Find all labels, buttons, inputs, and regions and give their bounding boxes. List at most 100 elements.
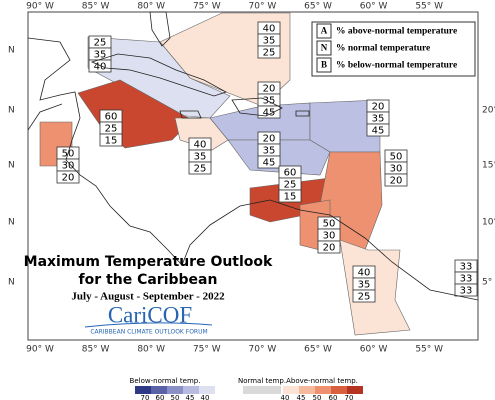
value-box bbox=[188, 161, 212, 175]
colorbar-tick: 50 bbox=[313, 394, 322, 400]
region-value: 20 bbox=[323, 243, 336, 254]
region-value: 30 bbox=[390, 164, 403, 175]
value-box bbox=[257, 45, 281, 59]
region-value: 35 bbox=[372, 114, 385, 125]
colorbar-tick: 40 bbox=[281, 394, 290, 400]
lat-label: 15° bbox=[482, 161, 495, 171]
region-value: 35 bbox=[263, 146, 276, 157]
key-box bbox=[311, 21, 476, 77]
key: A % above-normal temperature N % normal tem… bbox=[311, 21, 476, 77]
colorbar-cell bbox=[331, 386, 347, 394]
graticule-labels: 90° W 90° W 85° W 85° W 80° W 80° W 75° W 75° W… bbox=[8, 2, 495, 355]
lon-label: 65° W bbox=[304, 2, 332, 12]
region-value: 25 bbox=[94, 38, 107, 49]
colorbar-tick: 70 bbox=[345, 394, 354, 400]
lon-label: 55° W bbox=[415, 2, 443, 12]
value-box bbox=[384, 173, 408, 187]
value-box bbox=[352, 289, 376, 303]
region-value: 45 bbox=[263, 108, 276, 119]
hispaniola bbox=[231, 97, 283, 117]
key-letter: A bbox=[321, 26, 328, 36]
region-value: 35 bbox=[263, 36, 276, 47]
region-value: 25 bbox=[263, 48, 276, 59]
region-value: 20 bbox=[390, 176, 403, 187]
lon-label: 55° W bbox=[415, 345, 443, 355]
lon-label: 85° W bbox=[82, 2, 110, 12]
colorbar-label: Above-normal temp. bbox=[286, 377, 358, 385]
lon-label: 85° W bbox=[82, 345, 110, 355]
jamaica bbox=[179, 110, 202, 119]
mainland bbox=[27, 37, 479, 301]
region-value: 30 bbox=[323, 231, 336, 242]
lat-label: N bbox=[8, 278, 15, 288]
period: July - August - September - 2022 bbox=[71, 291, 225, 303]
value-box bbox=[317, 240, 341, 254]
lat-label: 10° bbox=[482, 218, 495, 228]
title-line: for the Caribbean bbox=[79, 272, 218, 288]
lon-label: 80° W bbox=[137, 345, 165, 355]
lat-label: N bbox=[8, 218, 15, 228]
region-value: 33 bbox=[460, 286, 473, 297]
colorbar-cell bbox=[243, 386, 281, 394]
region-value: 25 bbox=[194, 164, 207, 175]
region-value: 35 bbox=[263, 96, 276, 107]
region-value: 45 bbox=[263, 158, 276, 169]
lon-label: 75° W bbox=[193, 2, 221, 12]
lon-label: 65° W bbox=[304, 345, 332, 355]
colorbar-cell bbox=[135, 386, 151, 394]
colorbar-cell bbox=[315, 386, 331, 394]
lat-label: 5° bbox=[482, 278, 492, 288]
key-letter: N bbox=[321, 43, 328, 53]
region-value: 35 bbox=[94, 50, 107, 61]
region-value: 20 bbox=[263, 134, 276, 145]
value-box bbox=[454, 283, 478, 297]
key-letter-box bbox=[316, 57, 332, 73]
lon-label: 60° W bbox=[360, 345, 388, 355]
lat-label: N bbox=[8, 106, 15, 116]
key-text: % below-normal temperature bbox=[336, 61, 457, 71]
lon-label: 60° W bbox=[360, 2, 388, 12]
colorbar-label: Normal temp. bbox=[238, 377, 286, 385]
key-text: % normal temperature bbox=[336, 44, 430, 54]
lat-label: N bbox=[8, 161, 15, 171]
region-value: 40 bbox=[94, 62, 107, 73]
colorbar-tick: 60 bbox=[156, 394, 165, 400]
colorbar-cell bbox=[151, 386, 167, 394]
region-value: 50 bbox=[390, 152, 403, 163]
lat-label: N bbox=[8, 46, 15, 56]
colorbar-tick: 45 bbox=[186, 394, 195, 400]
logo-swoosh bbox=[84, 322, 213, 328]
region-value: 40 bbox=[358, 268, 371, 279]
colorbar-cell bbox=[183, 386, 199, 394]
colorbar-cell bbox=[199, 386, 215, 394]
region-value: 20 bbox=[62, 173, 75, 184]
region-value: 60 bbox=[105, 112, 118, 123]
key-text: % above-normal temperature bbox=[336, 27, 457, 37]
colorbar-tick: 70 bbox=[141, 394, 150, 400]
value-box bbox=[278, 189, 302, 203]
value-box bbox=[56, 170, 80, 184]
region-value: 30 bbox=[62, 161, 75, 172]
florida bbox=[149, 11, 171, 47]
region-value: 40 bbox=[194, 140, 207, 151]
region bbox=[174, 117, 229, 151]
region-value: 50 bbox=[323, 219, 336, 230]
key-letter-box bbox=[316, 40, 332, 56]
colorbar-cell bbox=[167, 386, 183, 394]
title-line: Maximum Temperature Outlook bbox=[24, 254, 273, 270]
lon-label: 75° W bbox=[193, 345, 221, 355]
coastlines bbox=[27, 11, 479, 301]
colorbar: Below-normal temp. Normal temp. Above-norm… bbox=[130, 377, 363, 400]
colorbar-cell bbox=[283, 386, 299, 394]
value-box bbox=[257, 155, 281, 169]
region-value: 25 bbox=[358, 292, 371, 303]
regions: 4035252535406025155030204035252035452035… bbox=[39, 12, 478, 336]
logo-subtitle: CARIBBEAN CLIMATE OUTLOOK FORUM bbox=[90, 329, 207, 336]
region-value: 35 bbox=[194, 152, 207, 163]
region-value: 25 bbox=[284, 180, 297, 191]
region-value: 40 bbox=[263, 24, 276, 35]
colorbar-cell bbox=[347, 386, 363, 394]
colorbar-tick: 40 bbox=[201, 394, 210, 400]
value-box bbox=[99, 133, 123, 147]
title-block: Maximum Temperature Outlook for the Cari… bbox=[24, 254, 273, 336]
